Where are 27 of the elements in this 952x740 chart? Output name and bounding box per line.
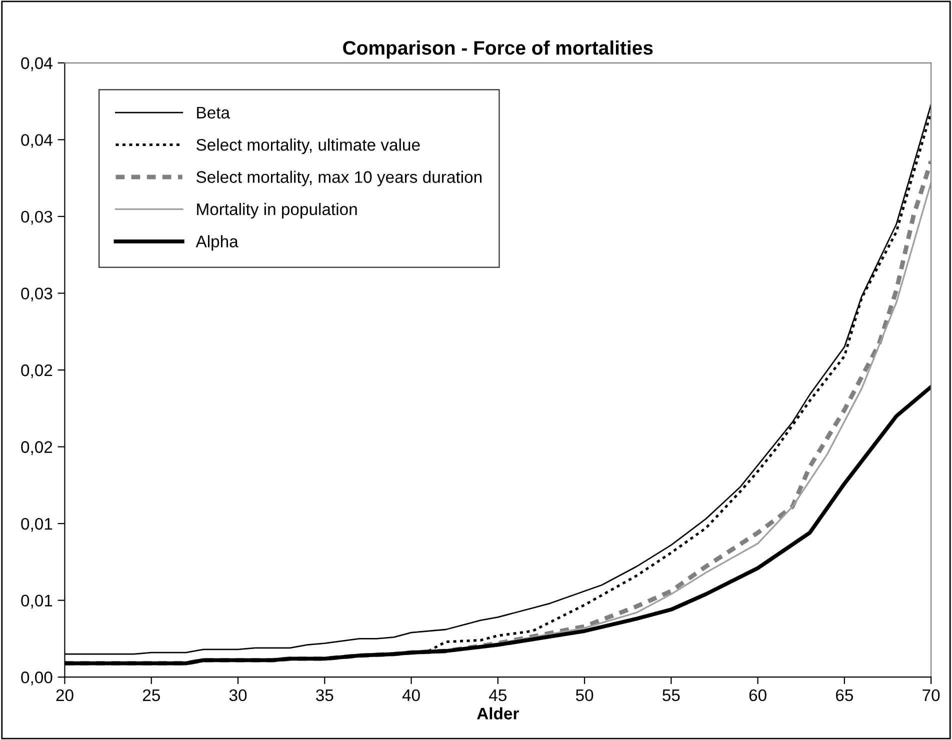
y-tick-label: 0,03	[21, 210, 52, 225]
x-tick-label: 30	[229, 689, 247, 702]
y-tick-label: 0,01	[21, 594, 52, 608]
x-tick-label: 55	[662, 690, 680, 702]
x-tick-label: 50	[576, 689, 594, 702]
x-axis-title: Alder	[477, 707, 519, 720]
x-tick-label: 60	[749, 689, 766, 702]
y-tick-label: 0,02	[21, 441, 52, 455]
legend-label: Beta	[197, 106, 230, 119]
y-tick-label: 0,02	[21, 364, 52, 378]
x-tick-label: 20	[56, 689, 74, 702]
legend-label: Alpha	[196, 235, 238, 251]
x-tick-label: 65	[836, 689, 853, 702]
chart-title: Comparison - Force of mortalities	[343, 40, 653, 59]
y-tick-label: 0,04	[21, 57, 52, 72]
x-tick-label: 25	[142, 689, 160, 702]
y-tick-label: 0,03	[21, 288, 52, 302]
x-tick-label: 35	[316, 689, 334, 702]
legend-label: Select mortality, ultimate value	[196, 138, 420, 154]
x-tick-label: 45	[489, 690, 506, 702]
legend-label: Mortality in population	[197, 202, 357, 218]
x-tick-label: 70	[922, 689, 940, 702]
y-tick-label: 0,04	[21, 134, 52, 148]
legend-label: Select mortality, max 10 years duration	[196, 170, 482, 186]
y-tick-label: 0,00	[21, 672, 52, 686]
x-tick-label: 40	[402, 689, 420, 702]
y-tick-label: 0,01	[21, 518, 52, 532]
